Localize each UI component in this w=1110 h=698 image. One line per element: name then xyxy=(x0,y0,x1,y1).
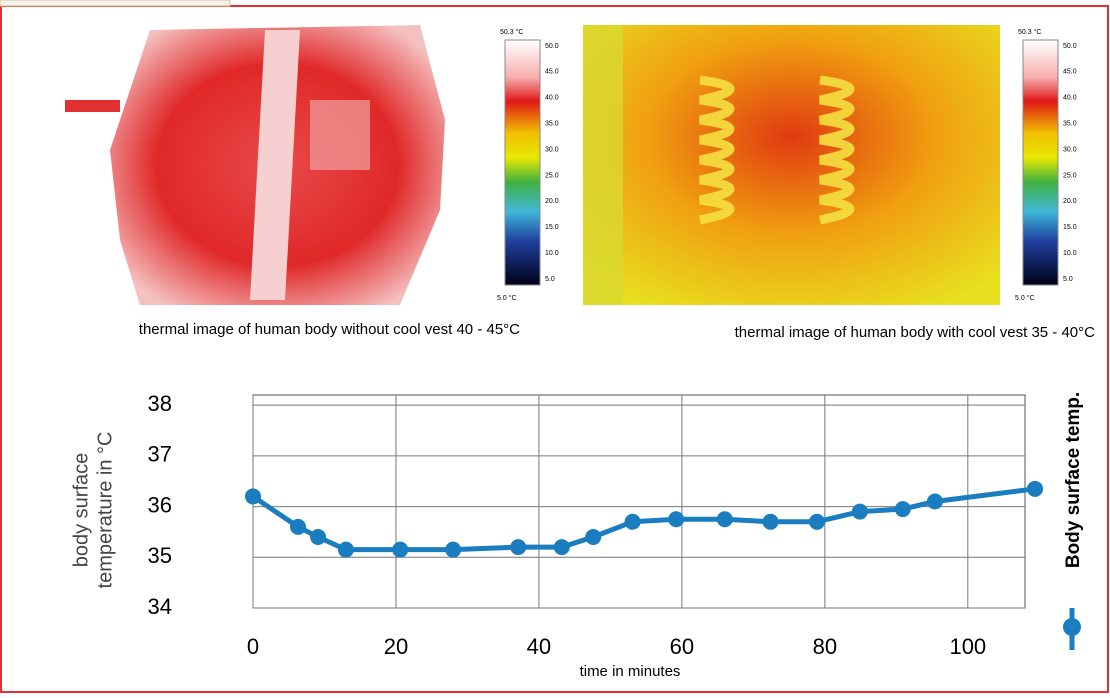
x-tick-label: 0 xyxy=(247,634,259,659)
scale-max: 50.3 °C xyxy=(1018,28,1041,36)
y-tick-label: 35 xyxy=(148,543,172,568)
scale-tick: 15.0 xyxy=(545,224,559,231)
data-point xyxy=(310,529,326,545)
data-point xyxy=(809,514,825,530)
scale-tick: 45.0 xyxy=(1063,69,1077,76)
x-tick-label: 60 xyxy=(670,634,694,659)
scale-tick: 40.0 xyxy=(545,95,559,102)
plot-area xyxy=(253,395,1025,608)
scale-tick: 45.0 xyxy=(545,69,559,76)
page: thermal image of human body without cool… xyxy=(0,0,1110,698)
data-point xyxy=(245,488,261,504)
y-tick-label: 38 xyxy=(148,391,172,416)
data-point xyxy=(510,539,526,555)
screen: thermal image of human body without cool… xyxy=(0,0,1110,693)
y-tick-label: 37 xyxy=(148,442,172,467)
caption: thermal image of human body with cool ve… xyxy=(735,324,1096,341)
data-point xyxy=(290,519,306,535)
data-point xyxy=(895,501,911,517)
x-tick-label: 20 xyxy=(384,634,408,659)
scale-tick: 5.0 xyxy=(545,276,555,283)
data-point xyxy=(852,504,868,520)
thermal-image-left xyxy=(65,25,445,305)
scale-tick: 15.0 xyxy=(1063,224,1077,231)
data-point xyxy=(554,539,570,555)
scale-tick: 30.0 xyxy=(1063,146,1077,153)
tab xyxy=(0,0,230,6)
y-tick-label: 36 xyxy=(148,492,172,517)
x-axis-label: time in minutes xyxy=(580,663,681,680)
y-tick-label: 34 xyxy=(148,594,172,619)
data-point xyxy=(338,542,354,558)
scale-max: 50.3 °C xyxy=(500,28,523,36)
scale-tick: 10.0 xyxy=(1063,250,1077,257)
data-point xyxy=(1027,481,1043,497)
y-axis-label: temperature in °C xyxy=(94,432,116,589)
scale-tick: 25.0 xyxy=(1063,172,1077,179)
x-tick-label: 80 xyxy=(813,634,837,659)
scale-min: 5.0 °C xyxy=(497,294,517,302)
scale-tick: 50.0 xyxy=(1063,43,1077,50)
scale-tick: 30.0 xyxy=(545,146,559,153)
color-scale xyxy=(1023,40,1058,285)
scale-tick: 35.0 xyxy=(545,121,559,128)
data-point xyxy=(585,529,601,545)
scale-tick: 35.0 xyxy=(1063,121,1077,128)
scale-tick: 40.0 xyxy=(1063,95,1077,102)
scale-min: 5.0 °C xyxy=(1015,294,1035,302)
thermal-image-right xyxy=(583,25,1000,305)
color-scale xyxy=(505,40,540,285)
data-point xyxy=(625,514,641,530)
y-axis-label: body surface xyxy=(70,453,92,568)
scale-tick: 20.0 xyxy=(1063,198,1077,205)
scale-tick: 10.0 xyxy=(545,250,559,257)
caption: thermal image of human body without cool… xyxy=(139,321,520,338)
scale-tick: 5.0 xyxy=(1063,276,1073,283)
data-point xyxy=(445,542,461,558)
x-tick-label: 40 xyxy=(527,634,551,659)
scale-tick: 25.0 xyxy=(545,172,559,179)
legend-label: Body surface temp. xyxy=(1063,392,1084,568)
legend-symbol xyxy=(1063,618,1081,636)
scale-tick: 20.0 xyxy=(545,198,559,205)
x-tick-label: 100 xyxy=(949,634,986,659)
data-point xyxy=(763,514,779,530)
data-point xyxy=(927,494,943,510)
data-point xyxy=(392,542,408,558)
scale-tick: 50.0 xyxy=(545,43,559,50)
data-point xyxy=(717,511,733,527)
data-point xyxy=(668,511,684,527)
